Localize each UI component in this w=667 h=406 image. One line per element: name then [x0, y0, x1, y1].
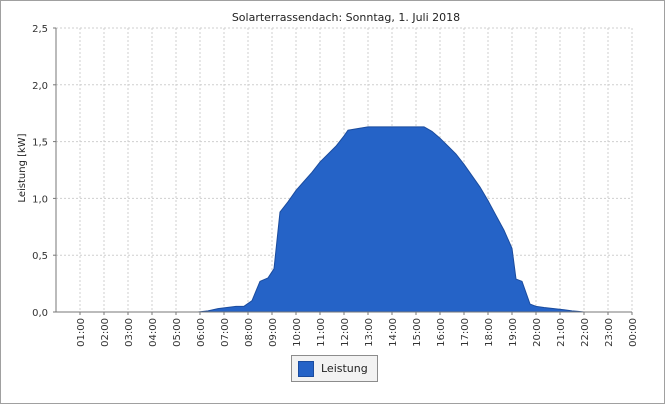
x-tick-label: 11:00 — [316, 318, 327, 347]
x-tick-label: 19:00 — [508, 318, 519, 347]
x-tick-label: 13:00 — [364, 318, 375, 347]
y-axis-label: Leistung [kW] — [17, 133, 28, 202]
x-tick-label: 07:00 — [220, 318, 231, 347]
x-tick-label: 00:00 — [628, 318, 639, 347]
x-tick-label: 17:00 — [460, 318, 471, 347]
series-area-leistung — [56, 126, 632, 313]
legend-swatch — [298, 360, 314, 377]
y-tick-labels: 0,0 0,5 1,0 1,5 2,0 2,5 — [32, 24, 56, 319]
x-tick-labels: 01:00 02:00 03:00 04:00 05:00 06:00 07:00 08:00… — [76, 312, 639, 347]
y-tick-label: 0,0 — [32, 308, 48, 319]
series-area-layer — [56, 126, 632, 313]
x-tick-label: 08:00 — [244, 318, 255, 347]
y-tick-label: 2,5 — [32, 24, 48, 35]
x-tick-label: 15:00 — [412, 318, 423, 347]
legend: Leistung — [291, 355, 378, 382]
x-tick-label: 10:00 — [292, 318, 303, 347]
x-tick-label: 04:00 — [148, 318, 159, 347]
y-tick-label: 0,5 — [32, 251, 48, 262]
x-tick-label: 18:00 — [484, 318, 495, 347]
x-tick-label: 22:00 — [580, 318, 591, 347]
x-tick-label: 14:00 — [388, 318, 399, 347]
x-tick-label: 21:00 — [556, 318, 567, 347]
y-tick-label: 1,5 — [32, 138, 48, 149]
x-tick-label: 12:00 — [340, 318, 351, 347]
legend-label-leistung: Leistung — [321, 362, 368, 375]
y-tick-label: 1,0 — [32, 194, 48, 205]
chart-title: Solarterrassendach: Sonntag, 1. Juli 201… — [232, 11, 460, 24]
x-tick-label: 23:00 — [604, 318, 615, 347]
x-tick-label: 02:00 — [100, 318, 111, 347]
x-tick-label: 16:00 — [436, 318, 447, 347]
x-tick-label: 03:00 — [124, 318, 135, 347]
x-tick-label: 09:00 — [268, 318, 279, 347]
x-tick-label: 01:00 — [76, 318, 87, 347]
x-tick-label: 06:00 — [196, 318, 207, 347]
y-tick-label: 2,0 — [32, 81, 48, 92]
x-tick-label: 05:00 — [172, 318, 183, 347]
x-tick-label: 20:00 — [532, 318, 543, 347]
